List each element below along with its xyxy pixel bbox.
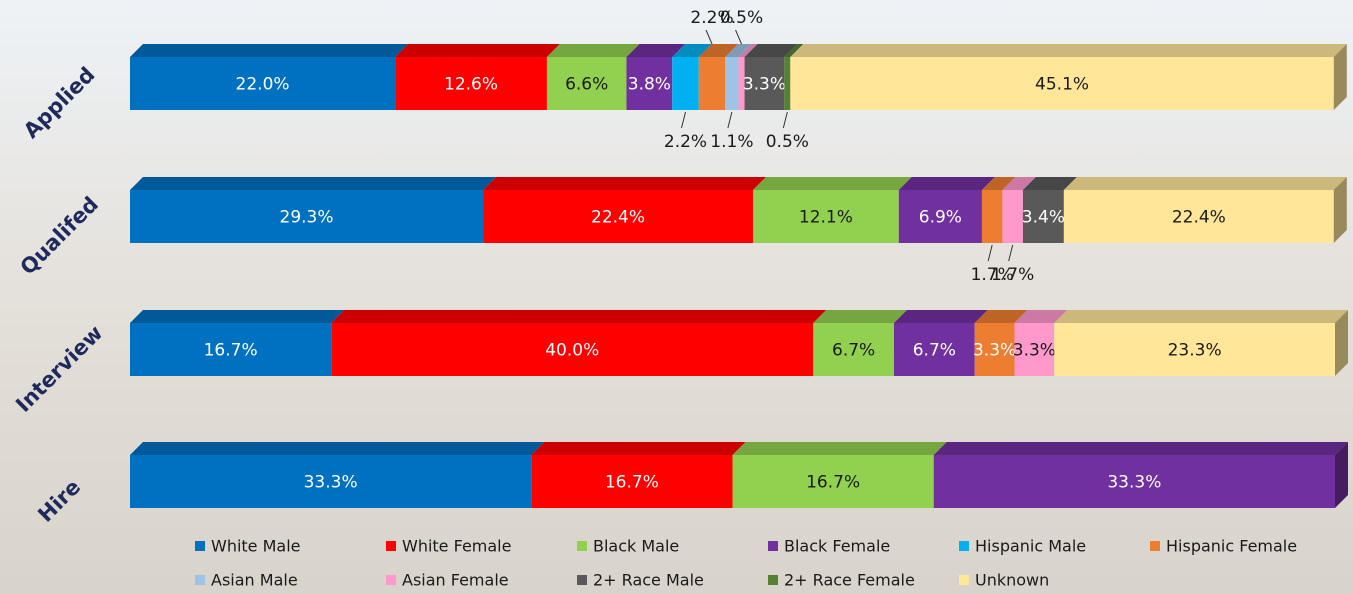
value-label: 1.1% [710,132,753,152]
legend-swatch [577,575,587,585]
bar-top [1064,177,1347,190]
value-label: 12.1% [799,208,853,228]
legend-label: Black Male [593,537,679,556]
value-label: 3.3% [1013,341,1056,361]
bar-segment [982,190,1002,243]
value-label: 16.7% [605,473,659,493]
bar-top [395,44,560,57]
legend-label: 2+ Race Female [784,571,915,590]
value-label: 2.2% [664,132,707,152]
bar-top [130,310,344,323]
legend-label: White Male [211,537,301,556]
value-label: 45.1% [1035,75,1089,95]
legend-swatch [195,541,205,551]
legend-label: Asian Female [402,571,509,590]
bar-top [733,442,947,455]
legend-label: Asian Male [211,571,298,590]
value-label: 1.7% [991,265,1034,285]
bar-top [130,442,544,455]
bar-top [934,442,1348,455]
bar-top [331,310,826,323]
bar-top [753,177,912,190]
legend-swatch [386,541,396,551]
legend-label: Hispanic Female [1166,537,1297,556]
chart: Applied22.0%12.6%6.6%3.8%2.2%2.2%1.1%0.5… [0,0,1353,594]
legend-swatch [768,575,778,585]
bar-segment [1002,190,1022,243]
value-label: 6.7% [913,341,956,361]
value-label: 40.0% [545,341,599,361]
bar-top [130,177,496,190]
legend-label: Black Female [784,537,890,556]
legend-swatch [1150,541,1160,551]
value-label: 22.4% [591,208,645,228]
legend-label: Hispanic Male [975,537,1086,556]
value-label: 33.3% [1107,473,1161,493]
bar-top [813,310,907,323]
legend-label: Unknown [975,571,1049,590]
bar-top [130,44,408,57]
value-label: 12.6% [444,75,498,95]
value-label: 3.3% [973,341,1016,361]
value-label: 0.5% [766,132,809,152]
bar-segment [725,57,738,110]
value-label: 33.3% [304,473,358,493]
value-label: 3.8% [628,75,671,95]
legend-swatch [959,541,969,551]
value-label: 0.5% [720,8,763,28]
value-label: 23.3% [1168,341,1222,361]
value-label: 16.7% [204,341,258,361]
legend-label: White Female [402,537,511,556]
bar-top [894,310,988,323]
legend-swatch [768,541,778,551]
bar-segment [784,57,790,110]
value-label: 22.0% [236,75,290,95]
legend-swatch [386,575,396,585]
legend-swatch [959,575,969,585]
legend-swatch [195,575,205,585]
bar-top [483,177,766,190]
bar-top [1054,310,1348,323]
bar-top [531,442,745,455]
value-label: 16.7% [806,473,860,493]
value-label: 29.3% [280,208,334,228]
legend-label: 2+ Race Male [593,571,704,590]
value-label: 22.4% [1172,208,1226,228]
value-label: 6.6% [565,75,608,95]
bar-top [547,44,640,57]
bar-top [790,44,1346,57]
value-label: 3.4% [1022,208,1065,228]
bar-top [899,177,995,190]
value-label: 3.3% [743,75,786,95]
bar-segment [672,57,699,110]
value-label: 6.7% [832,341,875,361]
legend-swatch [577,541,587,551]
value-label: 6.9% [919,208,962,228]
bar-segment [699,57,726,110]
